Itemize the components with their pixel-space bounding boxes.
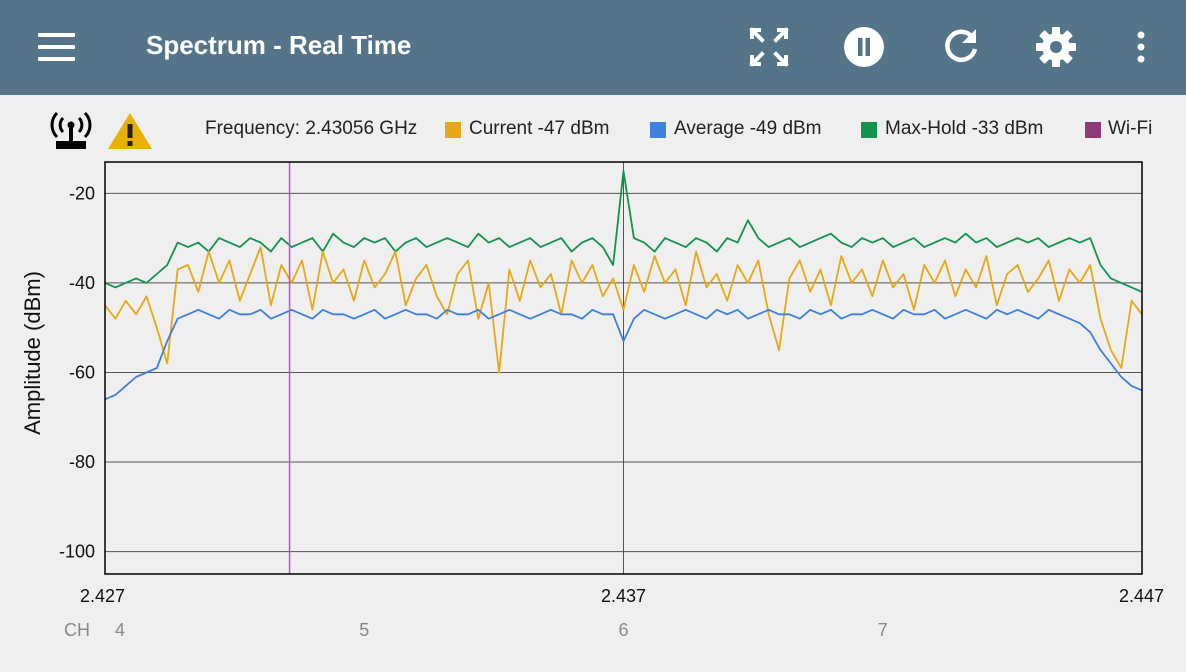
pause-icon[interactable] bbox=[841, 24, 887, 70]
legend-maxhold: Max-Hold -33 dBm bbox=[885, 118, 1044, 139]
y-tick-label: -60 bbox=[69, 362, 95, 382]
y-tick-label: -80 bbox=[69, 452, 95, 472]
x-tick-label: 2.437 bbox=[601, 586, 646, 606]
y-tick-label: -100 bbox=[59, 542, 95, 562]
legend-swatch-wifi bbox=[1085, 122, 1101, 138]
channel-label: 5 bbox=[359, 620, 369, 640]
channel-label: 7 bbox=[878, 620, 888, 640]
legend-swatch-maxhold bbox=[861, 122, 877, 138]
app-bar: Spectrum - Real Time bbox=[0, 0, 1186, 95]
settings-icon[interactable] bbox=[1033, 24, 1079, 70]
more-vert-icon[interactable] bbox=[1118, 24, 1164, 70]
x-tick-label: 2.447 bbox=[1119, 586, 1164, 606]
plot-border bbox=[104, 161, 1143, 575]
legend-current: Current -47 dBm bbox=[469, 118, 610, 139]
series-line-max-hold bbox=[104, 170, 1143, 293]
legend-swatch-current bbox=[445, 122, 461, 138]
page-title: Spectrum - Real Time bbox=[146, 30, 412, 60]
channel-label: 4 bbox=[115, 620, 125, 640]
series-line-average bbox=[104, 308, 1143, 401]
x-tick-label: 2.427 bbox=[80, 586, 125, 606]
y-tick-label: -40 bbox=[69, 273, 95, 293]
refresh-icon[interactable] bbox=[938, 24, 984, 70]
fullscreen-icon[interactable] bbox=[746, 24, 792, 70]
channel-axis-label: CH bbox=[64, 620, 90, 640]
menu-icon[interactable] bbox=[38, 33, 76, 61]
wireless-tower-icon bbox=[50, 108, 92, 152]
series-line-current bbox=[104, 246, 1143, 374]
legend-average: Average -49 dBm bbox=[674, 118, 822, 139]
warning-icon bbox=[107, 111, 153, 151]
legend-swatch-average bbox=[650, 122, 666, 138]
y-axis-label: Amplitude (dBm) bbox=[20, 271, 45, 435]
channel-label: 6 bbox=[618, 620, 628, 640]
frequency-readout: Frequency: 2.43056 GHz bbox=[205, 118, 418, 139]
y-tick-label: -20 bbox=[69, 183, 95, 203]
legend-wifi: Wi-Fi bbox=[1108, 118, 1153, 139]
